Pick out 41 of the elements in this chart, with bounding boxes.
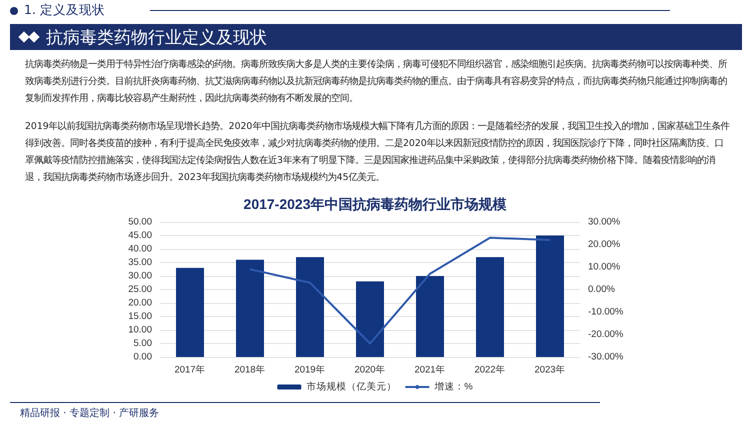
x-tick-label: 2022年 <box>474 364 506 376</box>
y-tick-label: 0.00 <box>134 352 152 362</box>
x-tick-label: 2021年 <box>414 364 446 376</box>
bar <box>356 281 384 357</box>
text: 2019年以前我国抗病毒类药物市场呈现增长趋势。2020年中国抗病毒类药物市场规模大幅下降有几方面的原因：一是随着经济的发展，我国卫生投入的增加，国家基础卫生条件得到改善。同时各类疫苗的接种，有利于提高全民免疫效率，减少对抗病毒类药物的使用。二是2020年以来因新冠疫情防控的原因，我国医院诊疗下降，同时社区隔离防疫、口罩佩戴等疫情防控措施落实，使得我国法定传染病报告人数在近3年来有了明显下降。三是因国家推进药品集中采购政策，使得部分抗病毒类药物价格下降。随着疫情影响的消退，我国抗病毒类药物市场逐步回升。2023年我国抗病毒类药物市场规模约为45亿美元。 <box>25 120 731 185</box>
bar <box>236 260 264 357</box>
legend-label: 增速：% <box>433 380 474 392</box>
bar <box>176 268 204 357</box>
bar <box>416 276 444 357</box>
x-tick-label: 2020年 <box>354 364 386 376</box>
legend-label: 市场规模（亿美元） <box>306 380 396 392</box>
text: 抗病毒类药物是一类用于特异性治疗病毒感染的药物。病毒所致疾病大多是人类的主要传染病，病毒可侵犯不同组织器官，感染细胞引起疾病。抗病毒类药物可以按病毒种类、所致病毒类别进行分类。目前抗肝炎病毒药物、抗艾滋病病毒药物以及抗新冠病毒药物是抗病毒类药物的重点。由于病毒具有容易变异的特点，而抗病毒类药物只能通过抑制病毒的复制而发挥作用，病毒比较容易产生耐药性，因此抗病毒类药物有不断发展的空间。 <box>25 58 728 106</box>
y-tick-label: 50.00 <box>128 216 152 228</box>
y-tick-label: 20.00 <box>128 298 152 308</box>
y-tick-label: 45.00 <box>128 230 152 241</box>
y2-tick-label: 0.00% <box>588 284 616 295</box>
y2-tick-label: -10.00% <box>588 306 624 318</box>
chart-title: 2017-2023年中国抗病毒药物行业市场规模 <box>244 196 508 212</box>
y-tick-label: 25.00 <box>128 284 152 295</box>
text: 精品研报 · 专题定制 · 产研服务 <box>20 406 160 420</box>
y-tick-label: 30.00 <box>128 270 152 282</box>
y-tick-label: 5.00 <box>134 338 152 349</box>
x-tick-label: 2019年 <box>294 364 326 376</box>
y-tick-label: 35.00 <box>128 257 152 268</box>
y2-tick-label: -30.00% <box>588 352 624 362</box>
x-tick-label: 2023年 <box>534 364 566 376</box>
y2-tick-label: 20.00% <box>588 239 621 250</box>
y2-tick-label: -20.00% <box>588 329 624 340</box>
bar <box>296 257 324 357</box>
text: 抗病毒类药物行业定义及现状 <box>46 26 267 48</box>
bar <box>536 236 564 357</box>
x-tick-label: 2017年 <box>174 364 206 376</box>
y-tick-label: 10.00 <box>128 324 152 336</box>
bar <box>476 257 504 357</box>
y-tick-label: 40.00 <box>128 244 152 254</box>
y2-tick-label: 10.00% <box>588 262 621 272</box>
text: 1. 定义及现状 <box>24 2 105 19</box>
line-series <box>249 236 551 344</box>
y2-tick-label: 30.00% <box>588 216 621 228</box>
y-tick-label: 15.00 <box>128 311 152 322</box>
x-tick-label: 2018年 <box>234 364 266 376</box>
